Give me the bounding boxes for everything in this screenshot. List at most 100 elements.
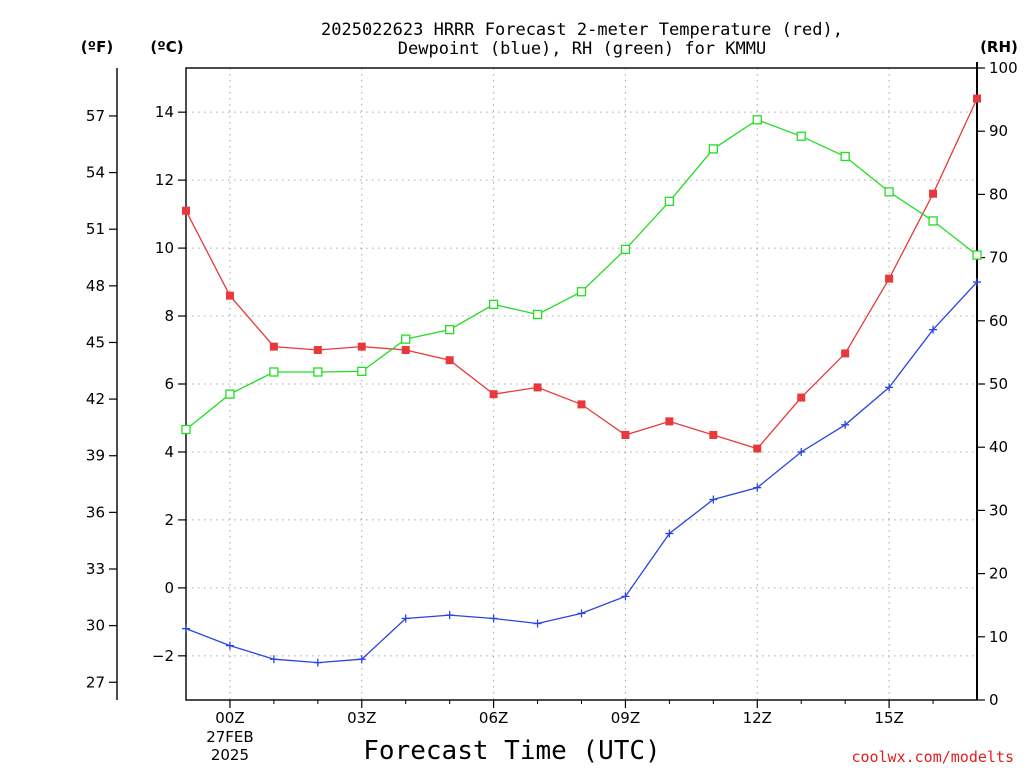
rh-point	[181, 424, 191, 435]
time-tick-date: 2025	[211, 746, 249, 764]
dewpoint-point	[577, 609, 586, 618]
temperature-point	[885, 274, 894, 283]
rh-point	[576, 287, 587, 297]
credit-text: coolwx.com/modelts	[851, 748, 1014, 766]
rh-tick-label: 100	[989, 59, 1018, 77]
rh-ticks: 0 10 20 30 40 50 60 70 80 90 100	[977, 59, 1018, 709]
rh-point	[972, 250, 982, 260]
rh-tick-label: 90	[989, 122, 1008, 140]
time-tick-date: 27FEB	[206, 728, 253, 746]
temperature-point	[753, 444, 762, 453]
temperature-point	[665, 417, 674, 426]
temperature-point	[225, 291, 234, 300]
rh-point	[357, 366, 367, 377]
dewpoint-point	[665, 529, 674, 538]
rh-point	[884, 187, 894, 197]
fahrenheit-unit-label: (ºF)	[81, 38, 113, 56]
temperature-point	[269, 342, 278, 351]
temperature-point	[577, 400, 586, 409]
fahrenheit-tick-label: 48	[86, 277, 105, 295]
time-tick-label: 06Z	[479, 709, 508, 727]
time-tick-label: 12Z	[743, 709, 772, 727]
rh-point	[840, 151, 850, 162]
rh-unit-label: (RH)	[980, 38, 1018, 56]
temperature-line	[185, 98, 978, 450]
fahrenheit-tick-label: 42	[86, 390, 105, 408]
rh-line	[185, 119, 978, 431]
rh-point	[708, 144, 718, 154]
dewpoint-point	[357, 655, 366, 664]
dewpoint-point	[621, 592, 630, 601]
dewpoint-point	[445, 611, 454, 620]
time-tick-label: 03Z	[347, 709, 376, 727]
temperature-point	[973, 94, 981, 103]
dewpoint-point	[225, 641, 234, 650]
fahrenheit-tick-label: 27	[86, 673, 105, 691]
celsius-ticks: −2 0 2 4 6 8 10 12 14	[152, 103, 186, 665]
celsius-tick-label: 8	[164, 307, 174, 325]
dewpoint-point	[269, 655, 278, 664]
celsius-tick-label: 0	[164, 579, 174, 597]
grid-lines	[186, 68, 977, 700]
temperature-point	[489, 390, 498, 399]
dewpoint-point	[841, 420, 850, 429]
dewpoint-point	[401, 614, 410, 623]
temperature-point	[709, 430, 718, 439]
fahrenheit-tick-label: 54	[86, 164, 105, 182]
rh-point	[313, 367, 323, 377]
rh-point	[532, 309, 543, 320]
celsius-tick-label: 4	[164, 443, 174, 461]
time-tick-label: 00Z	[215, 709, 244, 727]
temperature-point	[841, 349, 850, 358]
rh-tick-label: 50	[989, 375, 1008, 393]
rh-point	[752, 115, 762, 125]
chart-title-line-2: Dewpoint (blue), RH (green) for KMMU	[398, 39, 766, 59]
temperature-point	[445, 356, 454, 365]
rh-tick-label: 70	[989, 249, 1008, 267]
celsius-tick-label: 10	[155, 239, 174, 257]
celsius-tick-label: 2	[164, 511, 174, 529]
temperature-point	[621, 430, 630, 439]
temperature-point	[401, 346, 410, 355]
rh-point	[664, 196, 675, 207]
dewpoint-line	[185, 281, 978, 664]
time-tick-label: 09Z	[611, 709, 640, 727]
dewpoint-point	[313, 658, 322, 667]
rh-point	[225, 389, 235, 399]
dewpoint-point	[885, 383, 894, 392]
rh-tick-label: 40	[989, 438, 1008, 456]
fahrenheit-tick-label: 51	[86, 220, 105, 238]
fahrenheit-tick-label: 57	[86, 107, 105, 125]
series-layer	[181, 94, 982, 667]
rh-point	[488, 299, 499, 310]
dewpoint-point	[533, 619, 542, 628]
rh-tick-label: 80	[989, 185, 1008, 203]
dewpoint-point	[753, 483, 762, 492]
rh-tick-label: 20	[989, 565, 1008, 583]
temperature-point	[533, 383, 542, 392]
temperature-point	[182, 206, 190, 215]
temperature-point	[929, 189, 938, 198]
chart-title-line-1: 2025022623 HRRR Forecast 2-meter Tempera…	[321, 20, 843, 40]
celsius-tick-label: 6	[164, 375, 174, 393]
celsius-tick-label: −2	[152, 647, 174, 665]
fahrenheit-tick-label: 45	[86, 333, 105, 351]
rh-tick-label: 60	[989, 312, 1008, 330]
temperature-point	[797, 393, 806, 402]
rh-point	[928, 216, 938, 226]
rh-tick-label: 10	[989, 628, 1008, 646]
rh-point	[620, 244, 631, 255]
fahrenheit-tick-label: 33	[86, 560, 105, 578]
celsius-unit-label: (ºC)	[150, 38, 183, 56]
rh-point	[445, 324, 455, 335]
rh-tick-label: 0	[989, 691, 999, 709]
dewpoint-point	[929, 325, 938, 334]
fahrenheit-ticks: 27 30 33 36 39 42 45 48 51 54 57	[86, 107, 117, 691]
fahrenheit-tick-label: 30	[86, 617, 105, 635]
rh-point	[796, 131, 806, 141]
dewpoint-point	[797, 447, 806, 456]
rh-point	[269, 367, 279, 377]
rh-series	[181, 115, 982, 435]
temperature-series	[182, 94, 981, 453]
